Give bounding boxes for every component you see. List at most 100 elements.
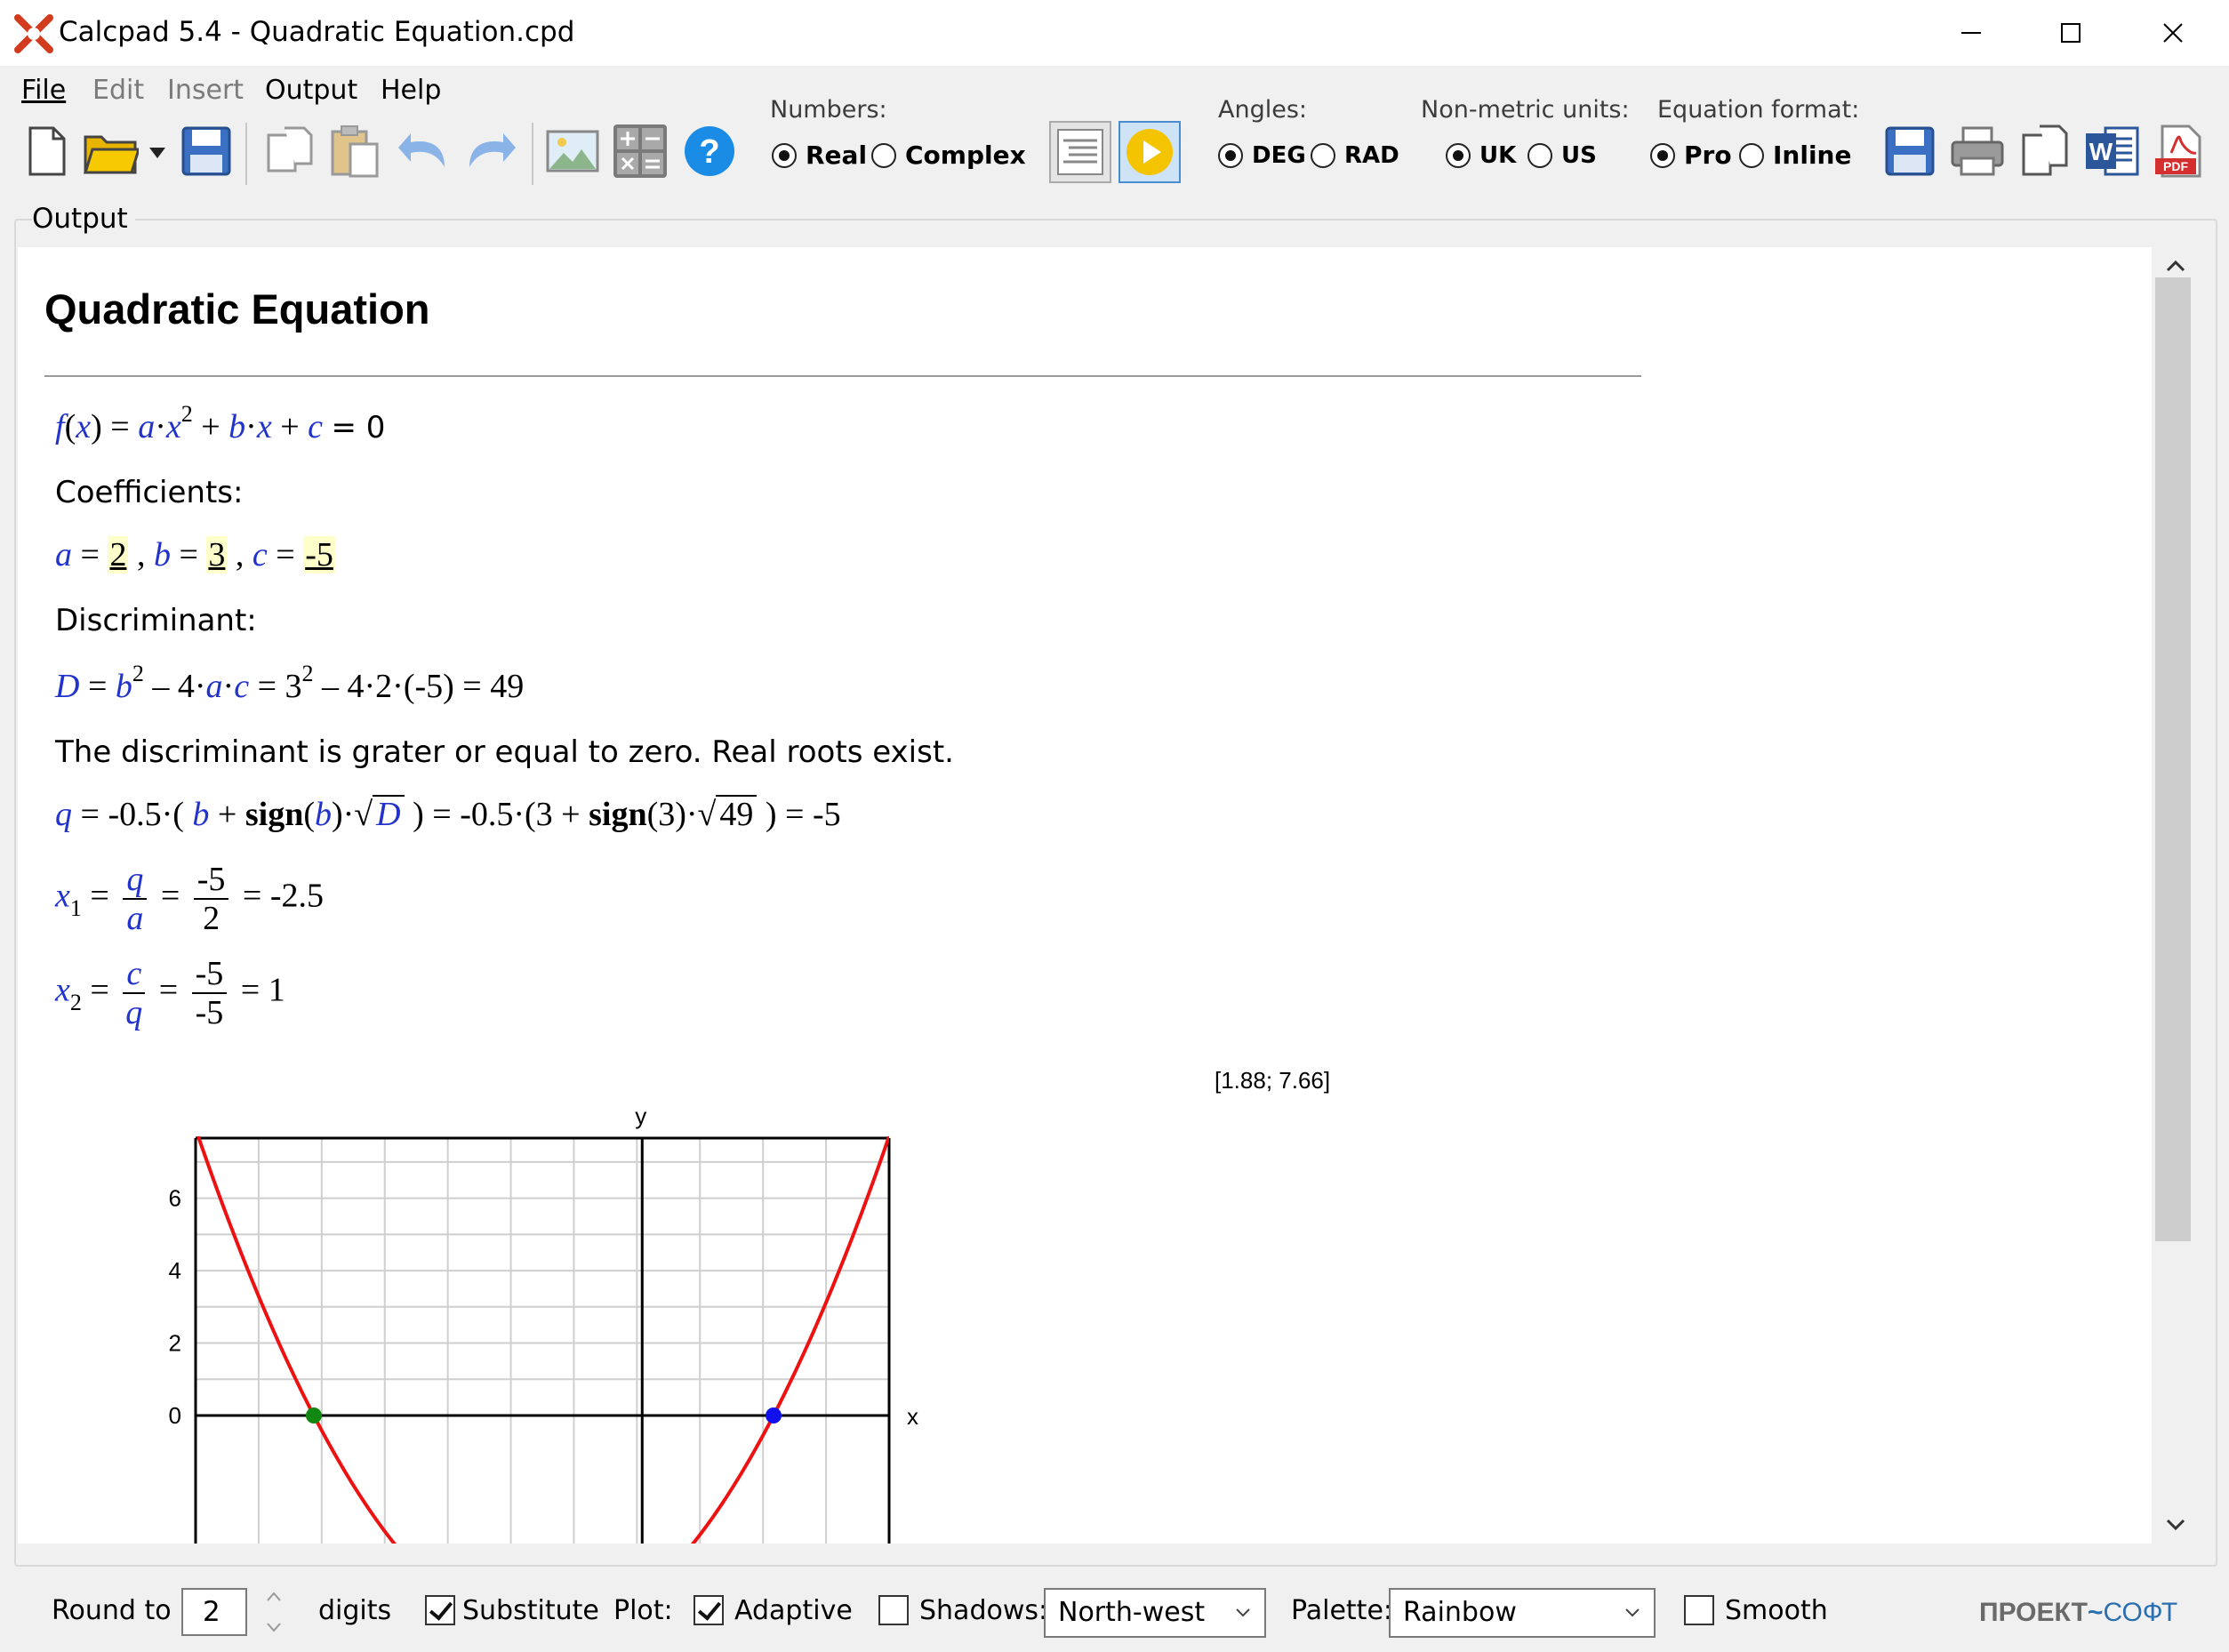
save-output-icon[interactable] [1881,123,1938,180]
angles-rad-radio[interactable]: RAD [1311,140,1399,172]
word-icon[interactable]: W [2084,123,2141,180]
discriminant-line: D = b2 – 4·a·c = 32 – 4·2·(-5) = 49 [55,661,525,705]
svg-text:W: W [2089,138,2113,165]
palette-select[interactable]: Rainbow [1389,1588,1656,1638]
palette-label: Palette: [1291,1595,1393,1626]
coef-b-value[interactable]: 3 [206,536,228,573]
equation-rhs: = 0 [331,410,386,445]
chevron-down-icon [1625,1608,1640,1617]
toolbar-separator [245,123,247,185]
print-icon[interactable] [1949,123,2006,180]
adaptive-label: Adaptive [734,1595,853,1626]
smooth-checkbox[interactable] [1684,1595,1714,1625]
smooth-label: Smooth [1725,1595,1828,1626]
svg-text:?: ? [699,133,719,171]
discriminant-note: The discriminant is grater or equal to z… [55,734,954,770]
eqformat-label: Equation format: [1657,96,1860,124]
angles-label: Angles: [1218,96,1307,124]
menu-edit[interactable]: Edit [92,75,145,106]
pdf-icon[interactable]: PDF [2152,123,2209,180]
shadows-label: Shadows: [919,1595,1048,1626]
scroll-up-icon[interactable] [2164,254,2187,277]
redo-icon[interactable] [462,123,519,180]
shadow-direction-select[interactable]: North-west [1044,1588,1266,1638]
output-document[interactable]: Quadratic Equation f(x) = a·x2 + b·x + c… [18,247,2152,1544]
calcpad-logo-icon [14,14,53,53]
numbers-complex-radio[interactable]: Complex [871,140,1026,172]
run-icon[interactable] [1119,121,1181,183]
numbers-label: Numbers: [770,96,887,124]
image-icon[interactable] [544,123,601,180]
maximize-icon[interactable] [2018,0,2121,66]
menu-file[interactable]: File [21,75,67,106]
root-point [305,1407,322,1423]
equation-line: f(x) = a·x2 + b·x + c = 0 [55,401,386,445]
angles-deg-radio[interactable]: DEG [1218,140,1306,172]
coef-c-value[interactable]: -5 [303,536,335,573]
function-curve [196,1136,889,1544]
units-us-radio[interactable]: US [1527,140,1597,172]
coefficients-line: a = 2 , b = 3 , c = -5 [55,536,335,573]
paste-icon[interactable] [327,123,384,180]
q-result: -5 [813,796,841,833]
calculator-icon[interactable] [612,123,669,180]
menu-help[interactable]: Help [381,75,442,106]
coefficients-heading: Coefficients: [55,475,244,510]
chevron-down-icon[interactable] [142,123,172,180]
root-point [766,1407,782,1423]
units-uk-radio[interactable]: UK [1446,140,1516,172]
q-line: q = -0.5·( b + sign(b)·√ D ) = -0.5·(3 + … [55,795,841,833]
vertical-scrollbar[interactable] [2152,247,2200,1544]
substitute-checkbox[interactable] [425,1595,455,1625]
y-tick-label: 6 [169,1185,181,1212]
discriminant-heading: Discriminant: [55,603,257,638]
toolbar-separator [532,123,533,185]
window-title: Calcpad 5.4 - Quadratic Equation.cpd [59,16,575,48]
y-axis-label: y [635,1103,646,1129]
output-form-icon[interactable] [1049,121,1111,183]
title-bar: Calcpad 5.4 - Quadratic Equation.cpd [0,0,2229,66]
x2-result: 1 [268,971,285,1009]
undo-icon[interactable] [395,123,452,180]
copy-output-icon[interactable] [2017,123,2073,180]
help-icon[interactable]: ? [681,123,738,180]
scrollbar-thumb[interactable] [2155,277,2191,1241]
plot-max-coordinate: [1.88; 7.66] [1215,1067,1331,1094]
new-file-icon[interactable] [18,123,75,180]
minimize-icon[interactable] [1919,0,2022,66]
units-label: Non-metric units: [1421,96,1630,124]
digits-label: digits [318,1595,392,1626]
function-plot: y x 0 2 4 6 [169,1103,918,1544]
chevron-down-icon [1236,1608,1250,1617]
menu-insert[interactable]: Insert [167,75,245,106]
svg-text:PDF: PDF [2163,159,2188,173]
copy-icon[interactable] [261,123,318,180]
menu-output[interactable]: Output [265,75,358,106]
y-tick-label: 2 [169,1330,181,1357]
page-title: Quadratic Equation [44,285,430,333]
open-folder-icon[interactable] [82,123,139,180]
scroll-down-icon[interactable] [2164,1513,2187,1536]
numbers-real-radio[interactable]: Real [772,140,867,172]
round-digits-input[interactable]: 2 [181,1588,247,1636]
substitute-label: Substitute [462,1595,599,1626]
spin-arrows-icon[interactable] [263,1584,285,1640]
y-tick-label: 4 [169,1257,181,1284]
plot-label: Plot: [613,1595,673,1626]
y-tick-label: 0 [169,1402,181,1429]
discriminant-result: 49 [490,668,525,705]
shadows-checkbox[interactable] [878,1595,909,1625]
save-icon[interactable] [178,123,235,180]
output-frame [14,219,2217,1567]
output-label: Output [32,201,135,237]
close-icon[interactable] [2121,0,2225,66]
round-label: Round to [52,1595,172,1626]
x1-result: -2.5 [269,877,324,915]
coef-a-value[interactable]: 2 [108,536,129,573]
eqformat-inline-radio[interactable]: Inline [1739,140,1851,172]
adaptive-checkbox[interactable] [694,1595,724,1625]
title-divider [44,375,1641,377]
eqformat-pro-radio[interactable]: Pro [1650,140,1732,172]
